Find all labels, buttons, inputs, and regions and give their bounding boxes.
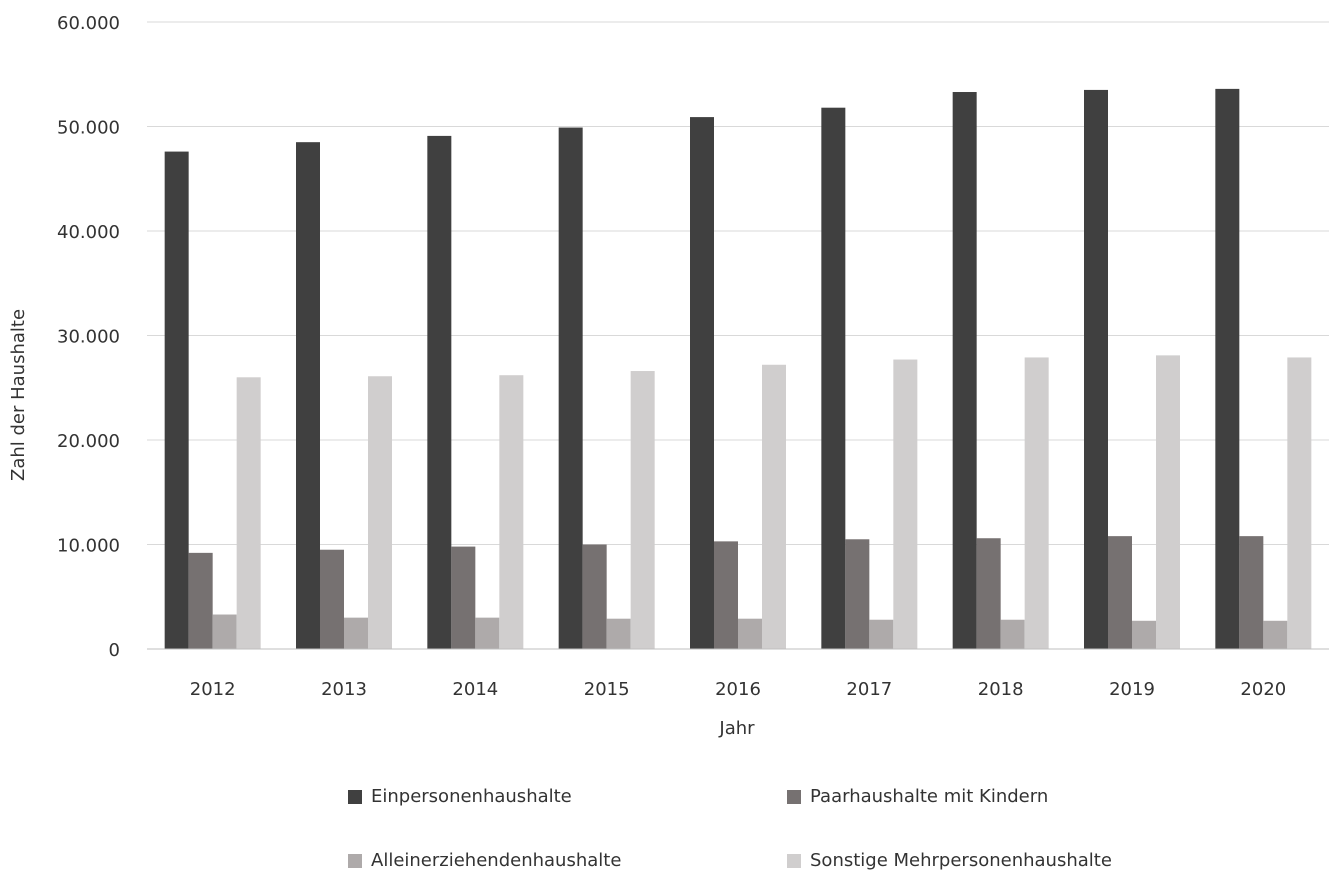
x-tick-label: 2015 — [584, 679, 630, 700]
bar — [1263, 620, 1288, 649]
bar — [164, 151, 189, 649]
bar — [499, 375, 524, 649]
bar — [976, 538, 1001, 649]
y-tick-label: 50.000 — [57, 118, 120, 139]
y-tick-label: 20.000 — [57, 431, 120, 452]
legend-label: Sonstige Mehrpersonenhaushalte — [810, 850, 1112, 871]
bar — [212, 614, 237, 649]
bar — [296, 142, 320, 650]
legend-label: Paarhaushalte mit Kindern — [810, 786, 1049, 807]
gridlines — [147, 21, 1329, 545]
x-tick-label: 2018 — [978, 679, 1024, 700]
bar — [606, 618, 631, 649]
legend-item-einpersonenhaushalte: Einpersonenhaushalte — [348, 786, 572, 807]
bar — [1156, 355, 1180, 649]
legend-swatch — [348, 853, 362, 868]
legend-label: Alleinerziehendenhaushalte — [371, 850, 622, 871]
y-tick-label: 40.000 — [57, 222, 120, 243]
y-tick-label: 10.000 — [57, 536, 120, 557]
bar — [582, 544, 607, 649]
bar — [952, 92, 977, 649]
bar — [427, 135, 452, 649]
bar — [368, 376, 392, 649]
bar — [475, 617, 500, 649]
x-tick-label: 2016 — [715, 679, 761, 700]
bar — [630, 371, 655, 649]
y-tick-label: 60.000 — [57, 13, 120, 34]
x-tick-label: 2017 — [846, 679, 892, 700]
x-tick-label: 2020 — [1240, 679, 1286, 700]
legend-item-paarhaushalte-mit-kindern: Paarhaushalte mit Kindern — [787, 786, 1048, 807]
bar — [821, 107, 846, 649]
bar — [1108, 536, 1132, 649]
y-tick-label: 0 — [109, 640, 120, 661]
legend-swatch — [787, 789, 801, 804]
bar — [893, 359, 918, 649]
bar — [1132, 620, 1156, 649]
bar — [558, 127, 583, 650]
x-axis-title: Jahr — [718, 718, 755, 739]
x-tick-label: 2014 — [452, 679, 498, 700]
x-tick-label: 2012 — [190, 679, 236, 700]
bar — [762, 364, 786, 649]
axes: 0 10.000 20.000 30.000 40.000 50.000 60.000 201… — [57, 13, 1329, 700]
bar — [188, 552, 213, 649]
x-tick-label: 2019 — [1109, 679, 1155, 700]
bar — [320, 549, 344, 649]
bar — [236, 377, 261, 649]
legend-item-alleinerziehendenhaushalte: Alleinerziehendenhaushalte — [348, 850, 621, 871]
bar — [1239, 536, 1264, 649]
bar — [1084, 89, 1108, 650]
bar — [1215, 88, 1240, 649]
legend-swatch — [348, 789, 362, 804]
x-tick-label: 2013 — [321, 679, 367, 700]
legend-item-sonstige-mehrpersonenhaushalte: Sonstige Mehrpersonenhaushalte — [787, 850, 1112, 871]
y-tick-label: 30.000 — [57, 327, 120, 348]
bar — [845, 539, 870, 649]
bar — [738, 618, 762, 649]
legend-swatch — [787, 853, 801, 868]
bar — [1000, 619, 1025, 649]
bar — [1024, 357, 1049, 649]
bar — [451, 546, 476, 649]
bar — [344, 617, 368, 649]
bar — [869, 619, 894, 649]
bars — [164, 88, 1312, 650]
legend-label: Einpersonenhaushalte — [371, 786, 572, 807]
bar — [690, 117, 714, 650]
bar — [714, 541, 738, 649]
y-axis-title: Zahl der Haushalte — [8, 309, 29, 481]
bar — [1287, 357, 1312, 649]
